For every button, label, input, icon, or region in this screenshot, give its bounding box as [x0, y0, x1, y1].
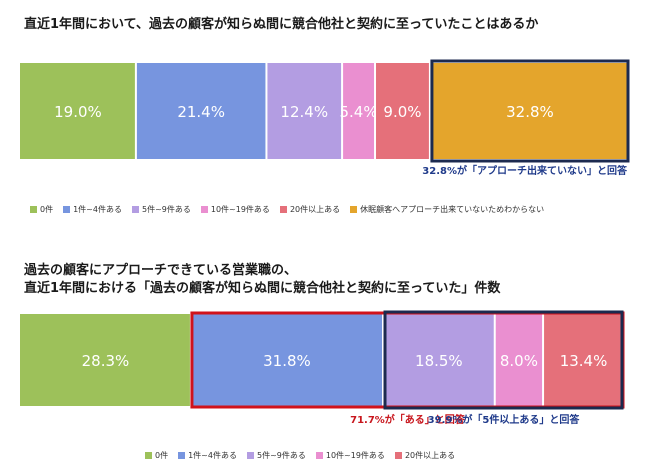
chart1-segment-label-4: 9.0% [383, 103, 421, 121]
chart2-legend-item-3: 10件~19件ある [315, 450, 385, 461]
chart1-annotation-0: 32.8%が「アプローチ出来ていない」と回答 [422, 164, 628, 177]
legend-swatch [279, 206, 287, 213]
chart1-bar-segment-5 [430, 63, 629, 159]
legend-swatch [63, 206, 71, 213]
chart1-segment-label-1: 21.4% [177, 103, 225, 121]
chart2-segment-label-2: 18.5% [415, 352, 463, 370]
chart1-legend-item-1: 1件~4件ある [63, 204, 122, 215]
chart1-legend-item-4: 20件以上ある [279, 204, 341, 215]
legend-swatch [315, 452, 323, 459]
chart2-legend-item-1: 1件~4件ある [178, 450, 237, 461]
chart2-legend: 0件 1件~4件ある 5件~9件ある 10件~19件ある 20件以上ある [145, 450, 455, 461]
legend-label: 20件以上ある [289, 205, 341, 214]
legend-label: 5件~9件ある [141, 205, 191, 214]
chart2-segment-label-4: 13.4% [560, 352, 608, 370]
chart1-bar-segment-4 [376, 63, 429, 159]
chart1-segment-label-2: 12.4% [280, 103, 328, 121]
legend-label: 10件~19件ある [210, 205, 270, 214]
legend-swatch [246, 452, 254, 459]
chart1-title: 直近1年間において、過去の顧客が知らぬ間に競合他社と契約に至っていたことはあるか [24, 17, 539, 32]
legend-label: 20件以上ある [404, 451, 456, 460]
chart1-segment-label-5: 32.8% [506, 103, 554, 121]
legend-label: 10件~19件ある [325, 451, 385, 460]
chart1-bar-segment-3 [343, 63, 375, 159]
chart1-legend-item-3: 10件~19件ある [200, 204, 270, 215]
chart2-segment-label-1: 31.8% [263, 352, 311, 370]
chart2-highlight-box-1 [383, 310, 624, 410]
chart2-bar-segment-4 [544, 314, 623, 406]
chart2-title: 過去の顧客にアプローチできている営業職の、 直近1年間における「過去の顧客が知ら… [24, 262, 500, 298]
legend-swatch [145, 452, 152, 459]
legend-swatch [350, 206, 358, 213]
legend-label: 1件~4件ある [188, 451, 237, 460]
chart1-bar-segment-0 [20, 63, 135, 159]
legend-label: 1件~4件ある [73, 205, 122, 214]
legend-label: 休眠顧客へアプローチ出来ていないためわからない [360, 205, 545, 214]
chart1-legend: 0件 1件~4件ある 5件~9件ある 10件~19件ある 20件以上ある 休眠顧客へアプロ… [30, 204, 544, 215]
legend-label: 0件 [40, 205, 54, 214]
chart2-legend-item-4: 20件以上ある [394, 450, 456, 461]
legend-swatch [30, 206, 37, 213]
legend-swatch [131, 206, 139, 213]
chart2-bar-segment-1 [191, 314, 383, 406]
chart1-legend-item-0: 0件 [30, 204, 53, 215]
legend-swatch [178, 452, 186, 459]
chart1-segment-label-0: 19.0% [54, 103, 102, 121]
chart2-annotation-0: 71.7%が「ある」と回答 [350, 413, 466, 426]
chart1-bar-segment-1 [136, 63, 266, 159]
legend-label: 5件~9件ある [256, 451, 306, 460]
chart2-title-line-1: 過去の顧客にアプローチできている営業職の、 [24, 263, 298, 278]
chart2-legend-item-0: 0件 [145, 450, 168, 461]
chart1-legend-item-2: 5件~9件ある [131, 204, 191, 215]
legend-swatch [394, 452, 402, 459]
chart2-bar-segment-3 [495, 314, 543, 406]
chart2-bar-segment-2 [384, 314, 494, 406]
chart1-bar-segment-2 [267, 63, 342, 159]
chart1-legend-item-5: 休眠顧客へアプローチ出来ていないためわからない [350, 204, 544, 215]
legend-label: 0件 [155, 451, 169, 460]
chart2-segment-label-3: 8.0% [500, 352, 538, 370]
chart2-title-line-2: 直近1年間における「過去の顧客が知らぬ間に競合他社と契約に至っていた」件数 [24, 281, 501, 296]
chart2-bar-segment-0 [20, 314, 190, 406]
legend-swatch [200, 206, 208, 213]
chart1-highlight-box-0 [430, 59, 630, 163]
chart2-segment-label-0: 28.3% [82, 352, 130, 370]
chart2-annotation-1: 39.9%が「5件以上ある」と回答 [428, 413, 581, 426]
chart1-segment-label-3: 5.4% [339, 103, 377, 121]
chart2-legend-item-2: 5件~9件ある [246, 450, 306, 461]
